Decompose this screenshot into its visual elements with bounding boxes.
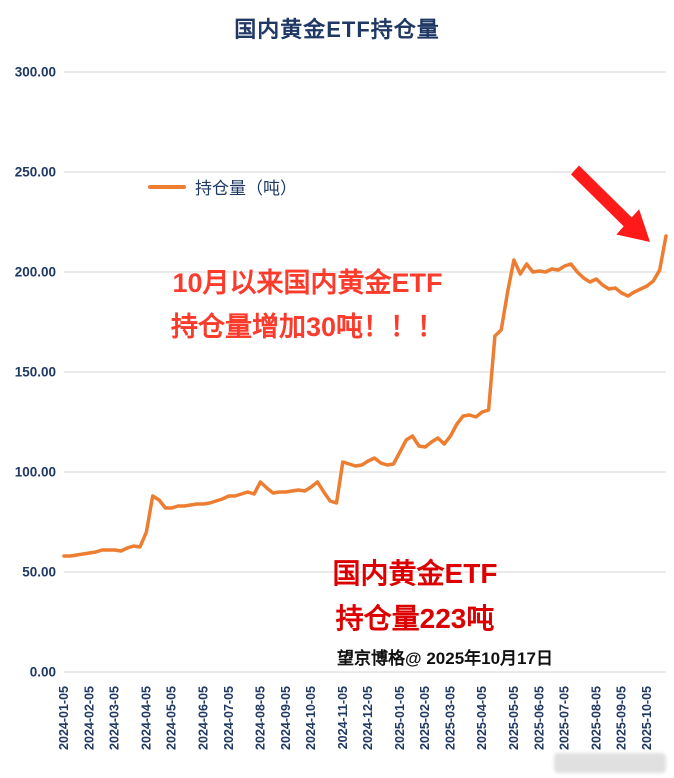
source-note: 望京博格@ 2025年10月17日 (337, 649, 553, 668)
svg-text:2025-05-05: 2025-05-05 (507, 686, 521, 750)
callout-line-2: 持仓量增加30吨！！！ (170, 311, 445, 342)
svg-text:2024-11-05: 2024-11-05 (336, 686, 350, 749)
holdings-line (62, 234, 668, 558)
svg-text:2024-01-05: 2024-01-05 (57, 686, 71, 750)
watermark (554, 753, 666, 773)
svg-text:50.00: 50.00 (22, 565, 56, 580)
callout-line-1: 10月以来国内黄金ETF (172, 268, 443, 298)
svg-text:2024-04-05: 2024-04-05 (139, 686, 153, 750)
legend: 持仓量（吨） (148, 174, 297, 199)
svg-text:2025-07-05: 2025-07-05 (558, 686, 572, 750)
callout-annotation: 10月以来国内黄金ETF 持仓量增加30吨！！！ (100, 262, 515, 349)
svg-text:2025-06-05: 2025-06-05 (532, 686, 546, 750)
svg-text:200.00: 200.00 (15, 265, 56, 280)
svg-text:2025-04-05: 2025-04-05 (475, 686, 489, 750)
svg-text:2024-05-05: 2024-05-05 (165, 686, 179, 750)
svg-text:2025-03-05: 2025-03-05 (444, 686, 458, 750)
svg-text:2024-08-05: 2024-08-05 (253, 686, 267, 750)
svg-text:2025-01-05: 2025-01-05 (393, 686, 407, 750)
svg-text:0.00: 0.00 (30, 665, 56, 680)
svg-text:100.00: 100.00 (15, 465, 56, 480)
svg-text:2024-03-05: 2024-03-05 (108, 686, 122, 750)
svg-text:2024-09-05: 2024-09-05 (279, 686, 293, 750)
svg-text:2024-06-05: 2024-06-05 (196, 686, 210, 750)
svg-text:2024-10-05: 2024-10-05 (304, 686, 318, 750)
svg-text:150.00: 150.00 (15, 365, 56, 380)
svg-text:2025-09-05: 2025-09-05 (615, 686, 629, 750)
svg-text:2024-07-05: 2024-07-05 (222, 686, 236, 750)
svg-text:300.00: 300.00 (15, 65, 56, 80)
svg-text:250.00: 250.00 (15, 165, 56, 180)
legend-label: 持仓量（吨） (195, 179, 297, 198)
svg-text:2024-02-05: 2024-02-05 (82, 686, 96, 750)
highlight-line-1: 国内黄金ETF (332, 558, 498, 589)
svg-text:2024-12-05: 2024-12-05 (361, 686, 375, 750)
svg-text:2025-08-05: 2025-08-05 (589, 686, 603, 750)
chart-title: 国内黄金ETF持仓量 (234, 17, 440, 42)
svg-text:2025-10-05: 2025-10-05 (640, 686, 654, 750)
highlight-annotation: 国内黄金ETF 持仓量223吨 (265, 552, 565, 642)
svg-text:2025-02-05: 2025-02-05 (418, 686, 432, 750)
highlight-line-2: 持仓量223吨 (335, 602, 495, 634)
legend-line-swatch (148, 184, 186, 189)
